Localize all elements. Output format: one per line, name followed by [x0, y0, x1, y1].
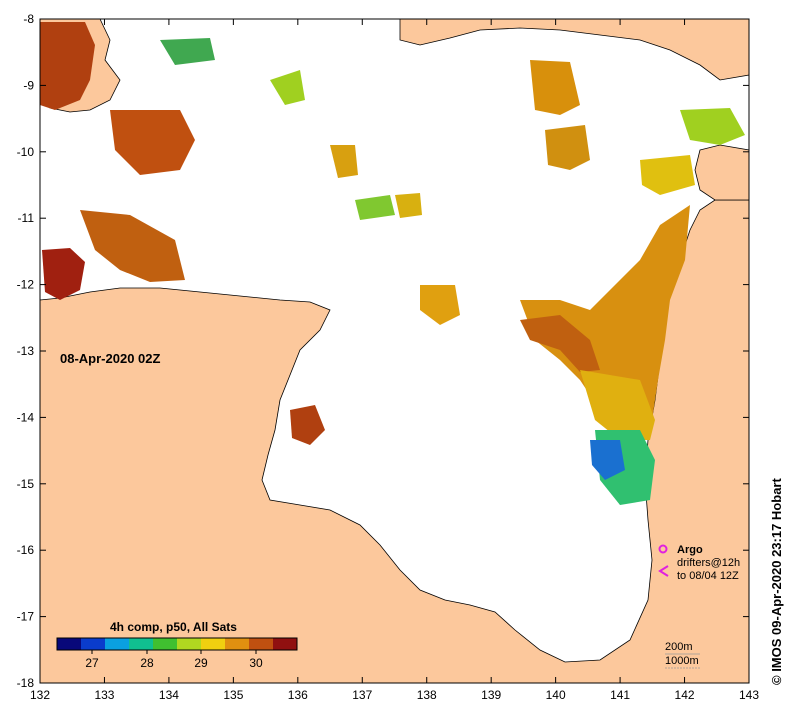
colorbar-segment — [249, 638, 274, 650]
lon-tick-label: 140 — [546, 688, 566, 702]
drifters-to-label: to 08/04 12Z — [677, 570, 739, 582]
colorbar-segment — [153, 638, 178, 650]
longitude-axis: 132 133 134 135 136 137 138 139 140 141 142 143 — [30, 19, 759, 702]
lat-tick-label: -12 — [17, 278, 35, 292]
argo-label: Argo — [677, 544, 703, 556]
colorbar-segment — [177, 638, 202, 650]
lat-tick-label: -14 — [17, 410, 35, 424]
colorbar-segment — [57, 638, 82, 650]
drifters-label: drifters@12h — [677, 557, 740, 569]
lon-tick-label: 143 — [739, 688, 759, 702]
lon-tick-label: 137 — [352, 688, 372, 702]
land-new-guinea — [399, 18, 750, 81]
colorbar-segment — [105, 638, 130, 650]
date-label: 08-Apr-2020 02Z — [60, 351, 160, 366]
drifter-arrow-icon — [658, 565, 669, 577]
colorbar-segment — [225, 638, 250, 650]
lat-tick-label: -18 — [17, 676, 35, 690]
colorbar-label: 30 — [249, 656, 263, 670]
lat-tick-label: -13 — [17, 344, 35, 358]
colorbar-segment — [81, 638, 106, 650]
lon-tick-label: 138 — [417, 688, 437, 702]
lon-tick-label: 134 — [159, 688, 179, 702]
lat-tick-label: -16 — [17, 543, 35, 557]
lon-tick-label: 139 — [481, 688, 501, 702]
lat-tick-label: -15 — [17, 477, 35, 491]
lon-tick-label: 135 — [223, 688, 243, 702]
colorbar-segment — [273, 638, 298, 650]
latitude-axis: -8 -9 -10 -11 -12 -13 -14 -15 -16 -17 -18 — [17, 12, 749, 690]
colorbar-label: 28 — [140, 656, 154, 670]
colorbar-segment — [129, 638, 154, 650]
credit-label: © IMOS 09-Apr-2020 23:17 Hobart — [769, 478, 784, 685]
lon-tick-label: 133 — [94, 688, 114, 702]
colorbar-title: 4h comp, p50, All Sats — [110, 620, 237, 634]
land-cape-york — [694, 144, 750, 201]
lat-tick-label: -9 — [23, 78, 34, 92]
lat-tick-label: -8 — [23, 12, 34, 26]
lon-tick-label: 141 — [610, 688, 630, 702]
colorbar-label: 27 — [85, 656, 99, 670]
lon-tick-label: 132 — [30, 688, 50, 702]
colorbar — [56, 637, 298, 651]
lat-tick-label: -10 — [17, 145, 35, 159]
depth-200-label: 200m — [665, 641, 693, 653]
lat-tick-label: -17 — [17, 610, 35, 624]
sst-patches — [40, 22, 745, 505]
colorbar-label: 29 — [194, 656, 208, 670]
depth-1000-label: 1000m — [665, 655, 699, 667]
argo-marker-icon — [658, 544, 668, 554]
colorbar-segment — [201, 638, 226, 650]
lat-tick-label: -11 — [18, 211, 35, 225]
lon-tick-label: 136 — [288, 688, 308, 702]
colorbar-labels: 27 28 29 30 — [85, 650, 263, 670]
lon-tick-label: 142 — [675, 688, 695, 702]
colorbar-border — [56, 637, 298, 651]
